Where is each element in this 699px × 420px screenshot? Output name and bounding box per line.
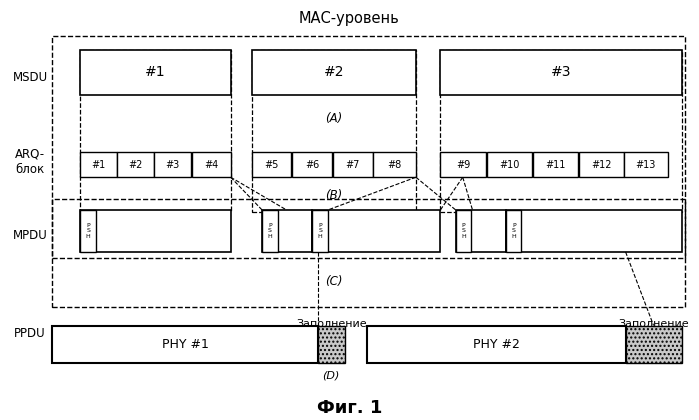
Text: #1: #1 xyxy=(92,160,106,170)
Text: #1: #1 xyxy=(145,66,166,79)
Text: #4: #4 xyxy=(204,160,218,170)
Text: PHY #2: PHY #2 xyxy=(473,338,520,351)
Bar xyxy=(579,152,624,177)
Bar xyxy=(456,210,471,252)
Bar xyxy=(626,326,682,363)
Bar xyxy=(318,326,345,363)
Text: PPDU: PPDU xyxy=(14,328,46,340)
Bar xyxy=(440,50,682,212)
Bar xyxy=(252,152,291,177)
Bar xyxy=(373,152,416,177)
Bar xyxy=(80,210,231,252)
Text: #9: #9 xyxy=(456,160,470,170)
Bar xyxy=(80,210,96,252)
Bar xyxy=(262,210,312,252)
Text: #2: #2 xyxy=(324,66,344,79)
Text: P
S
H: P S H xyxy=(512,223,516,239)
Text: #8: #8 xyxy=(387,160,402,170)
Text: #10: #10 xyxy=(499,160,519,170)
Text: #5: #5 xyxy=(264,160,279,170)
Bar xyxy=(367,326,626,363)
Text: P
S
H: P S H xyxy=(318,223,322,239)
Text: #12: #12 xyxy=(591,160,612,170)
Bar xyxy=(506,210,521,252)
Text: (B): (B) xyxy=(326,189,343,202)
Bar xyxy=(533,152,578,177)
Bar xyxy=(154,152,191,177)
Bar xyxy=(456,210,506,252)
Text: MSDU: MSDU xyxy=(13,71,48,84)
Text: (C): (C) xyxy=(325,275,343,288)
Bar xyxy=(80,50,231,212)
Text: #3: #3 xyxy=(551,66,571,79)
Bar xyxy=(262,210,278,252)
Text: (D): (D) xyxy=(323,371,340,381)
Bar xyxy=(80,50,231,94)
Bar xyxy=(52,36,685,307)
Text: #11: #11 xyxy=(545,160,565,170)
Text: Фиг. 1: Фиг. 1 xyxy=(317,399,382,417)
Bar xyxy=(440,152,486,177)
Text: P
S
H: P S H xyxy=(461,223,466,239)
Text: #7: #7 xyxy=(345,160,360,170)
Bar xyxy=(440,50,682,94)
Text: #3: #3 xyxy=(166,160,180,170)
Bar xyxy=(487,152,532,177)
Text: PHY #1: PHY #1 xyxy=(161,338,209,351)
Text: МАС-уровень: МАС-уровень xyxy=(299,11,400,26)
Bar xyxy=(252,50,416,94)
Text: Заполнение: Заполнение xyxy=(296,319,367,329)
Text: #13: #13 xyxy=(635,160,656,170)
Bar xyxy=(252,50,416,212)
Bar xyxy=(506,210,682,252)
Bar xyxy=(312,210,440,252)
Bar xyxy=(624,152,668,177)
Bar xyxy=(333,152,373,177)
Bar xyxy=(52,326,318,363)
Bar xyxy=(312,210,328,252)
Bar xyxy=(117,152,154,177)
Text: P
S
H: P S H xyxy=(268,223,272,239)
Text: #2: #2 xyxy=(129,160,143,170)
Bar xyxy=(52,200,685,258)
Bar xyxy=(292,152,332,177)
Text: MPDU: MPDU xyxy=(13,229,48,241)
Bar xyxy=(192,152,231,177)
Bar xyxy=(80,152,117,177)
Text: Заполнение: Заполнение xyxy=(618,319,689,329)
Text: (A): (A) xyxy=(326,112,343,125)
Text: #6: #6 xyxy=(305,160,319,170)
Text: P
S
H: P S H xyxy=(86,223,90,239)
Text: ARQ-
блок: ARQ- блок xyxy=(15,148,45,176)
